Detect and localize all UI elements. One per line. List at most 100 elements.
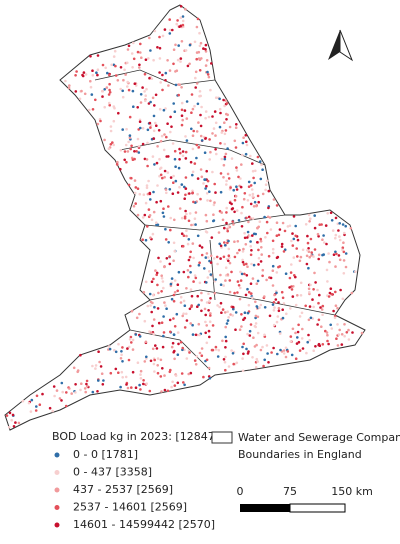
sample-point	[139, 51, 142, 54]
sample-point	[117, 342, 120, 346]
sample-point	[58, 397, 62, 400]
sample-point	[127, 183, 131, 187]
sample-point	[215, 152, 218, 156]
sample-point	[204, 48, 207, 51]
sample-point	[197, 303, 200, 307]
sample-point	[233, 198, 237, 202]
sample-point	[84, 390, 87, 394]
sample-point	[162, 286, 165, 290]
sample-point	[207, 366, 211, 370]
sample-point	[180, 232, 184, 235]
sample-point	[138, 66, 141, 69]
sample-point	[159, 199, 163, 203]
sample-point	[169, 28, 172, 32]
sample-point	[239, 185, 243, 189]
sample-point	[157, 321, 161, 325]
sample-point	[350, 291, 354, 295]
sample-point	[243, 231, 246, 235]
sample-point	[229, 313, 232, 316]
sample-point	[185, 234, 188, 238]
sample-point	[296, 255, 299, 258]
sample-point	[202, 182, 205, 185]
sample-point	[94, 364, 98, 367]
sample-point	[334, 304, 338, 308]
sample-point	[298, 259, 302, 263]
sample-point	[156, 364, 159, 367]
sample-point	[198, 31, 201, 35]
sample-point	[178, 207, 182, 210]
sample-point	[248, 193, 252, 197]
sample-point	[256, 315, 260, 319]
sample-point	[60, 399, 63, 402]
sample-point	[127, 358, 131, 362]
sample-point	[109, 143, 113, 146]
sample-point	[161, 211, 165, 215]
sample-point	[154, 121, 157, 125]
sample-point	[78, 97, 82, 101]
sample-point	[263, 306, 267, 309]
sample-point	[208, 320, 212, 324]
sample-point	[181, 154, 185, 158]
sample-point	[196, 192, 199, 196]
sample-point	[235, 123, 238, 126]
sample-point	[329, 323, 333, 327]
sample-point	[211, 132, 214, 135]
sample-point	[161, 34, 165, 38]
sample-point	[187, 275, 190, 279]
sample-point	[192, 256, 195, 260]
sample-point	[162, 331, 166, 334]
sample-point	[199, 124, 203, 128]
sample-point	[271, 284, 275, 287]
sample-point	[144, 201, 148, 205]
sample-point	[261, 168, 264, 171]
sample-point	[158, 107, 162, 111]
sample-point	[179, 57, 183, 60]
sample-point	[151, 155, 155, 158]
sample-point	[149, 100, 152, 104]
sample-point	[174, 70, 177, 73]
sample-point	[246, 332, 249, 336]
sample-point	[266, 231, 269, 235]
sample-point	[209, 150, 212, 154]
sample-point	[281, 221, 285, 225]
sample-point	[128, 134, 132, 137]
sample-point	[191, 242, 195, 245]
sample-point	[242, 136, 245, 139]
sample-point	[240, 313, 243, 316]
sample-point	[180, 123, 184, 127]
sample-point	[187, 219, 191, 223]
sample-point	[306, 340, 310, 344]
sample-point	[264, 183, 268, 186]
sample-point	[108, 103, 111, 107]
sample-point	[130, 309, 134, 313]
sample-point	[85, 384, 89, 388]
sample-point	[316, 323, 319, 326]
sample-point	[258, 220, 262, 223]
sample-point	[209, 261, 213, 264]
sample-point	[170, 277, 174, 280]
sample-point	[183, 326, 187, 329]
sample-point	[224, 355, 227, 359]
sample-point	[271, 251, 275, 255]
sample-point	[178, 147, 181, 151]
sample-point	[219, 257, 222, 260]
sample-point	[139, 377, 143, 380]
sample-point	[344, 265, 348, 269]
sample-point	[189, 250, 192, 254]
sample-point	[172, 174, 175, 178]
sample-point	[204, 116, 207, 120]
sample-point	[177, 166, 181, 170]
legend-title: BOD Load kg in 2023: [12847]	[52, 430, 219, 443]
sample-point	[340, 343, 344, 346]
sample-point	[136, 50, 140, 54]
sample-point	[209, 314, 212, 317]
sample-point	[257, 225, 261, 229]
sample-point	[239, 177, 242, 180]
sample-point	[114, 64, 117, 68]
sample-point	[180, 40, 184, 43]
sample-point	[251, 296, 254, 300]
sample-point	[102, 379, 105, 382]
sample-point	[259, 348, 263, 352]
sample-point	[246, 236, 249, 239]
sample-point	[329, 211, 333, 215]
